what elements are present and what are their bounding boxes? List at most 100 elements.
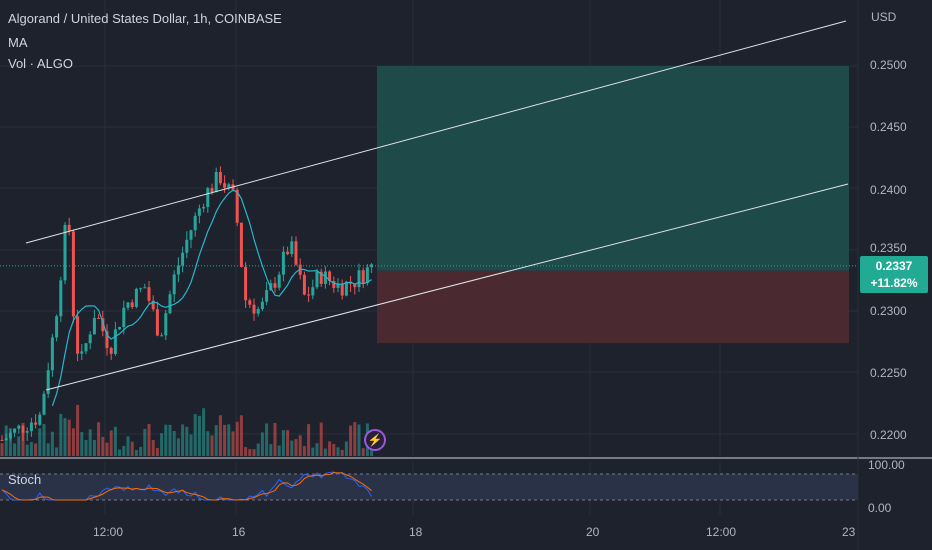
volume-bar xyxy=(46,443,50,456)
candle-body xyxy=(97,317,101,319)
candle-body xyxy=(88,334,92,344)
candle-body xyxy=(235,189,239,223)
volume-bar xyxy=(298,435,302,456)
candle-body xyxy=(92,317,96,335)
volume-bar xyxy=(344,441,348,456)
volume-bar xyxy=(286,430,290,456)
candle-body xyxy=(38,414,42,425)
volume-bar xyxy=(218,415,222,456)
volume-bar xyxy=(63,418,67,456)
candle-body xyxy=(193,215,197,231)
profit-zone xyxy=(377,66,849,271)
candle-body xyxy=(286,251,290,255)
stoch-legend[interactable]: Stoch xyxy=(8,472,42,487)
candle-body xyxy=(126,302,130,308)
volume-bar xyxy=(122,445,126,456)
volume-bar xyxy=(126,436,130,456)
volume-bar xyxy=(252,449,256,456)
candle-body xyxy=(181,252,185,266)
price-tick: 0.2450 xyxy=(870,120,907,134)
volume-bar xyxy=(34,443,38,456)
candle-body xyxy=(17,425,21,429)
volume-bar xyxy=(147,423,151,456)
candle-body xyxy=(139,288,143,290)
volume-bar xyxy=(4,425,8,456)
symbol-title[interactable]: Algorand / United States Dollar, 1h, COI… xyxy=(8,11,282,26)
candle-body xyxy=(84,343,88,352)
volume-bar xyxy=(206,431,210,456)
volume-bar xyxy=(109,430,113,456)
price-tick: 0.2400 xyxy=(870,183,907,197)
volume-bar xyxy=(336,447,340,456)
volume-bar xyxy=(155,448,159,456)
volume-bar xyxy=(164,424,168,456)
candle-body xyxy=(67,224,71,232)
lightning-icon[interactable]: ⚡ xyxy=(364,429,386,451)
volume-bar xyxy=(235,421,239,456)
volume-bar xyxy=(55,447,59,456)
candle-body xyxy=(147,287,151,301)
candle-body xyxy=(353,283,357,288)
volume-bar xyxy=(80,432,84,456)
current-price-change: +11.82% xyxy=(870,276,918,290)
candle-body xyxy=(273,283,277,288)
ma-legend[interactable]: MA xyxy=(8,35,28,50)
candle-body xyxy=(265,290,269,302)
volume-bar xyxy=(290,440,294,456)
price-tick: 0.2200 xyxy=(870,428,907,442)
candle-body xyxy=(294,241,298,265)
candle-body xyxy=(13,428,17,433)
volume-bar xyxy=(42,424,46,456)
time-tick: 23 xyxy=(842,525,856,539)
ma-line xyxy=(51,189,372,407)
candle-body xyxy=(189,230,193,240)
candle-body xyxy=(164,313,168,336)
candle-body xyxy=(42,393,46,415)
candle-body xyxy=(252,304,256,314)
candle-body xyxy=(328,271,332,282)
candle-body xyxy=(248,300,252,305)
volume-bar xyxy=(273,422,277,456)
stoch-band xyxy=(0,474,858,500)
candle-body xyxy=(59,280,63,317)
candle-body xyxy=(151,300,155,310)
volume-bar xyxy=(101,436,105,456)
candle-body xyxy=(315,271,319,288)
volume-bar xyxy=(277,445,281,456)
volume-bar xyxy=(231,431,235,456)
volume-bar xyxy=(105,442,109,456)
candle-body xyxy=(109,347,113,354)
volume-bar xyxy=(294,439,298,456)
candle-body xyxy=(357,270,361,288)
candle-body xyxy=(185,239,189,253)
candle-body xyxy=(130,302,134,308)
stoch-d-line xyxy=(1,472,372,501)
candle-body xyxy=(323,271,327,284)
volume-bar xyxy=(265,423,269,456)
candle-body xyxy=(210,188,214,193)
volume-bar xyxy=(361,448,365,456)
candle-body xyxy=(370,264,374,268)
volume-bar xyxy=(76,404,80,456)
candle-body xyxy=(143,287,147,289)
volume-bar xyxy=(210,435,214,456)
volume-bar xyxy=(181,424,185,456)
candle-body xyxy=(206,188,210,207)
candle-body xyxy=(76,316,80,354)
volume-bar xyxy=(151,439,155,456)
channel-upper-line xyxy=(25,20,847,244)
volume-bar xyxy=(160,433,164,456)
volume-bar xyxy=(315,443,319,456)
price-tick: 0.2500 xyxy=(870,58,907,72)
candle-body xyxy=(155,309,159,336)
candle-body xyxy=(0,439,4,441)
volume-bar xyxy=(189,434,193,456)
volume-legend[interactable]: Vol · ALGO xyxy=(8,56,74,71)
current-price-value: 0.2337 xyxy=(875,259,913,273)
time-tick: 12:00 xyxy=(93,525,124,539)
candle-body xyxy=(71,231,75,317)
volume-bar xyxy=(353,422,357,456)
candle-body xyxy=(277,274,281,288)
candle-body xyxy=(332,281,336,288)
